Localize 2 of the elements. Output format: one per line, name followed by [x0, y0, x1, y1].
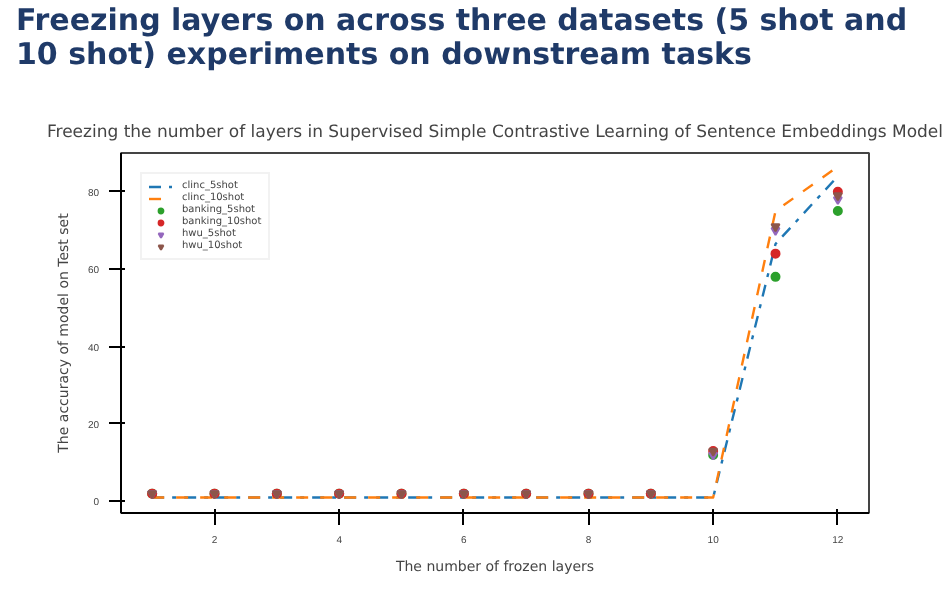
chart-subtitle: Freezing the number of layers in Supervised Simple Contrastive Learning of Sentence Embeddings Model	[46, 123, 944, 143]
chart-title: Freezing layers on across three datasets (5 shot and 10 shot) experiments on downstream tasks	[16, 2, 910, 73]
